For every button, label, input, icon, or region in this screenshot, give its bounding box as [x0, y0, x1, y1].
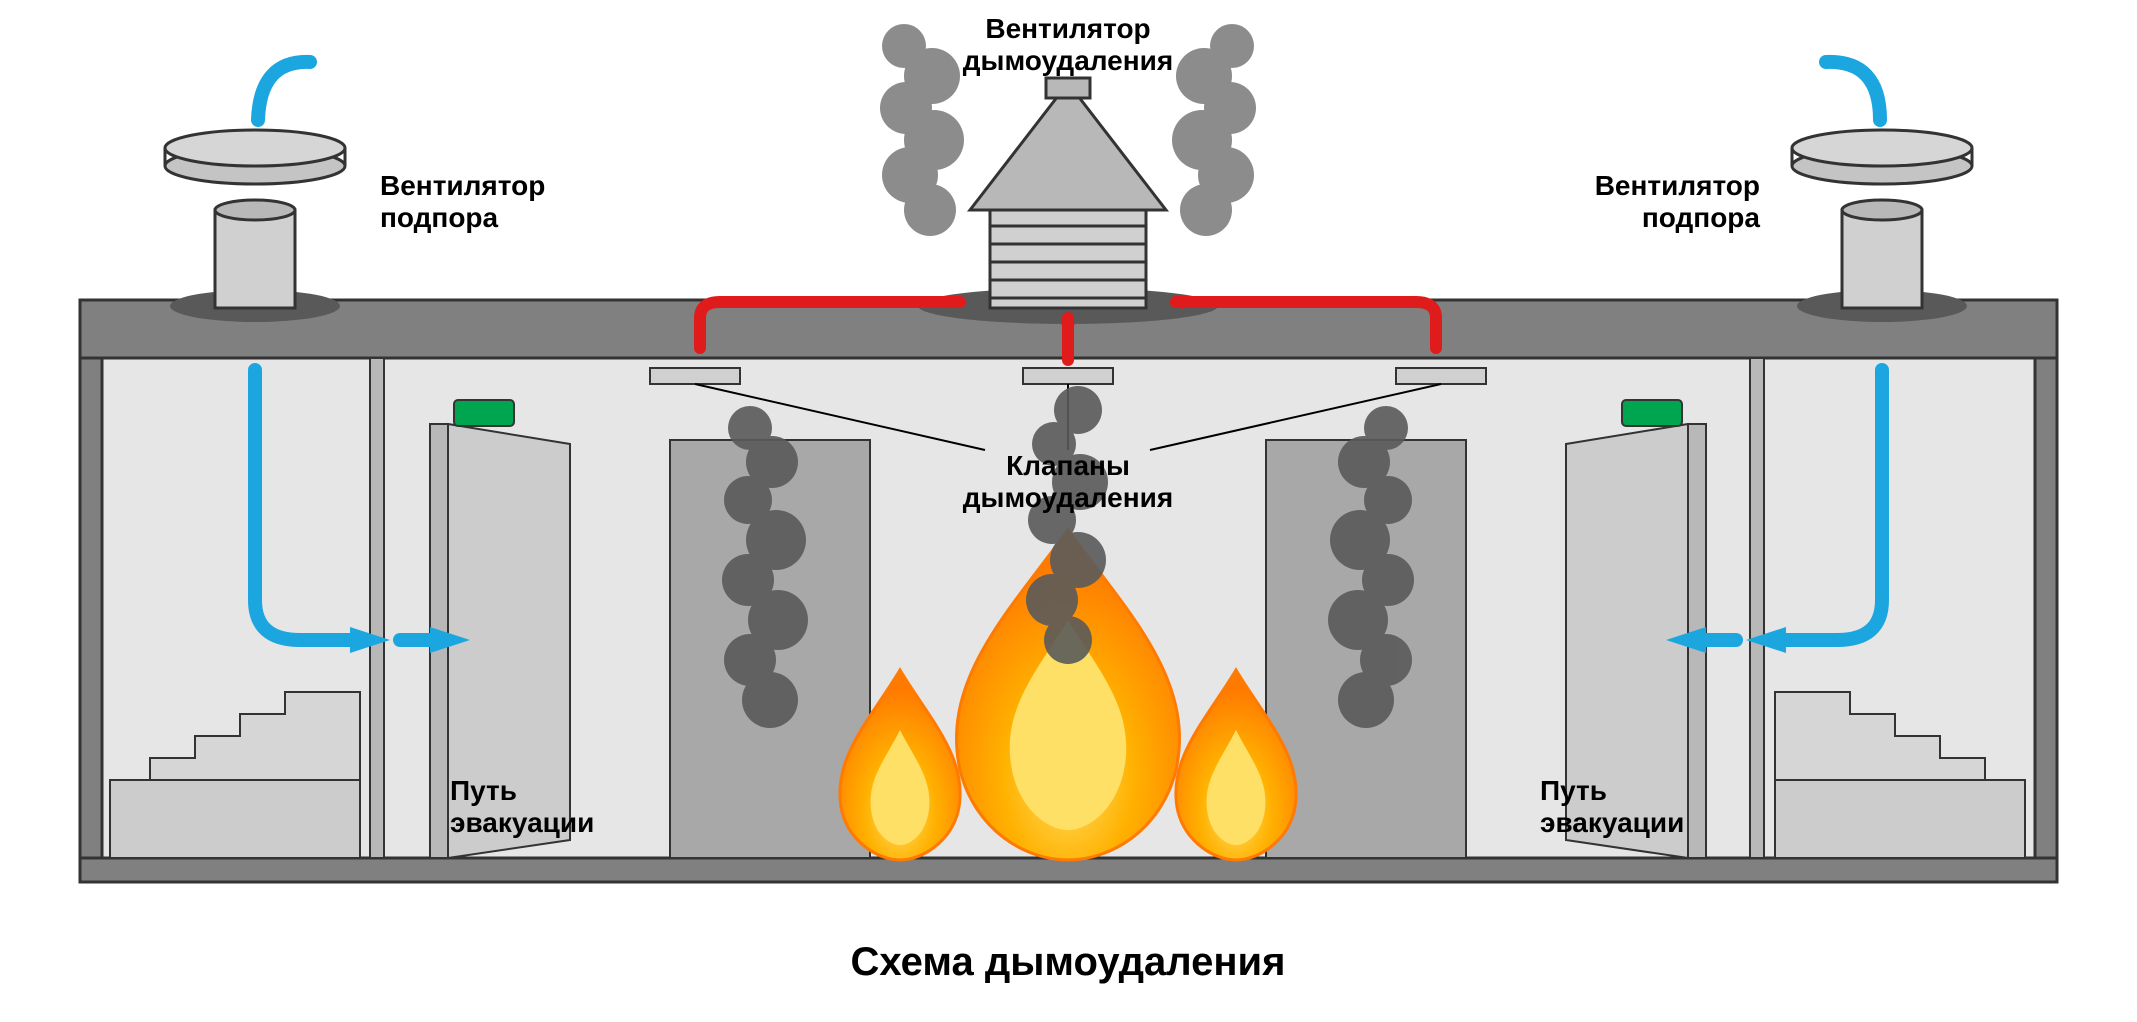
exit-sign-icon	[1622, 400, 1682, 426]
label-evac-right-2: эвакуации	[1540, 807, 1684, 838]
label-pressure-left-1: Вентилятор	[380, 170, 545, 201]
pressure-fan-right-icon	[1792, 130, 1972, 322]
diagram-title: Схема дымоудаления	[851, 940, 1286, 984]
label-evac-left-1: Путь	[450, 775, 517, 806]
label-pressure-left-2: подпора	[380, 202, 499, 233]
label-valves-2: дымоудаления	[963, 482, 1173, 513]
label-pressure-right-2: подпора	[1642, 202, 1761, 233]
label-exhaust-fan-1: Вентилятор	[985, 13, 1150, 44]
pressure-fan-left-icon	[165, 130, 345, 322]
label-evac-right-1: Путь	[1540, 775, 1607, 806]
exit-sign-icon	[454, 400, 514, 426]
label-valves-1: Клапаны	[1006, 450, 1130, 481]
label-pressure-right-1: Вентилятор	[1595, 170, 1760, 201]
label-evac-left-2: эвакуации	[450, 807, 594, 838]
label-exhaust-fan-2: дымоудаления	[963, 45, 1173, 76]
exhaust-fan-icon	[918, 78, 1218, 324]
smoke-removal-diagram: Вентилятор дымоудаления Вентилятор подпо…	[0, 0, 2137, 1022]
